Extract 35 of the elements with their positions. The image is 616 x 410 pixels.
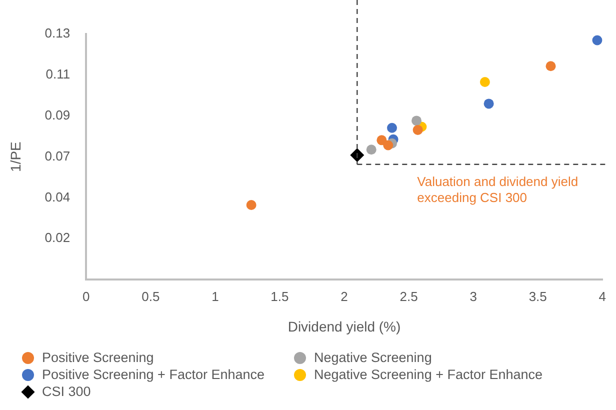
point <box>412 124 423 135</box>
point <box>484 98 494 109</box>
legend-label: Positive Screening + Factor Enhance <box>42 367 264 382</box>
x-tick-label: 2.5 <box>400 288 418 304</box>
x-tick-label: 4 <box>598 288 606 304</box>
x-tick-label: 0.5 <box>142 288 160 304</box>
point <box>546 61 556 72</box>
legend-label: CSI 300 <box>42 384 91 399</box>
point <box>412 116 422 126</box>
legend-label: Negative Screening + Factor Enhance <box>314 367 543 382</box>
point <box>376 135 387 146</box>
point <box>387 122 397 133</box>
point <box>246 200 256 210</box>
y-axis-title: 1/PE <box>7 142 24 172</box>
x-axis-title: Dividend yield (%) <box>288 318 401 334</box>
x-tick-label: 3.5 <box>528 288 547 304</box>
x-tick-label: 1.5 <box>270 288 289 304</box>
y-tick-label: 0.02 <box>44 230 70 246</box>
y-tick-label: 0.09 <box>44 107 70 122</box>
x-tick-label: 2 <box>340 288 348 304</box>
annotation: Valuation and dividend yield exceeding CSI 300 <box>417 174 578 205</box>
y-tick-label: 0.11 <box>46 66 70 82</box>
point <box>383 140 394 150</box>
legend-label: Positive Screening <box>42 350 154 365</box>
y-tick-label: 0.13 <box>44 26 70 41</box>
point <box>350 148 364 162</box>
point <box>480 76 490 87</box>
x-tick-label: 0 <box>82 288 90 304</box>
point <box>592 35 602 46</box>
y-tick-label: 0.07 <box>44 148 70 164</box>
legend-label: Negative Screening <box>314 350 432 365</box>
x-tick-label: 3 <box>470 288 477 304</box>
point <box>366 144 376 155</box>
y-tick-label: 0.04 <box>44 189 70 204</box>
x-tick-label: 1 <box>212 288 219 304</box>
